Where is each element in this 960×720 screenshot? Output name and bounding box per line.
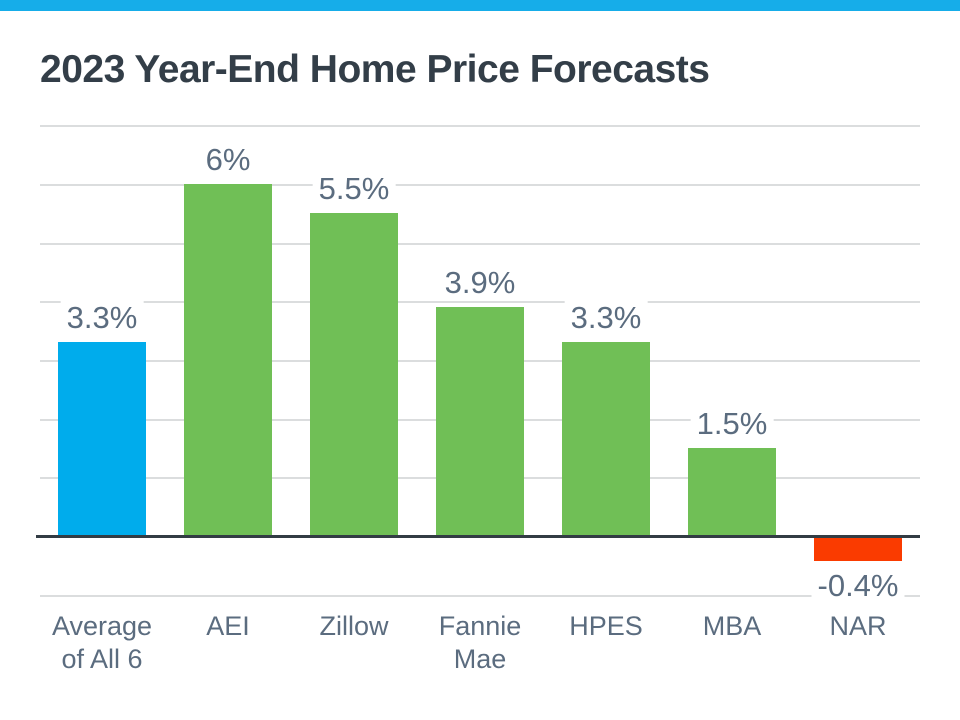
value-label-fannie-mae: 3.9% <box>438 265 522 301</box>
gridline-6pct <box>40 184 920 186</box>
value-label-zillow: 5.5% <box>312 171 396 207</box>
gridline--1pct <box>40 595 920 597</box>
gridline-5pct <box>40 243 920 245</box>
x-axis-line <box>36 535 920 538</box>
bar-zillow <box>310 213 398 538</box>
bar-nar <box>814 538 902 561</box>
value-label-mba: 1.5% <box>690 406 774 442</box>
gridline-4pct <box>40 301 920 303</box>
brand-accent-bar <box>0 0 960 11</box>
category-label-aei: AEI <box>206 611 250 641</box>
category-label-fannie-mae: Fannie Mae <box>438 611 522 674</box>
value-label-average-of-all-6: 3.3% <box>60 300 144 336</box>
bar-aei <box>184 184 272 538</box>
category-label-mba: MBA <box>702 611 762 641</box>
category-label-zillow: Zillow <box>319 611 389 641</box>
category-label-hpes: HPES <box>569 611 643 641</box>
category-label-nar: NAR <box>829 611 887 641</box>
value-label-hpes: 3.3% <box>564 300 648 336</box>
bar-hpes <box>562 342 650 538</box>
bar-mba <box>688 448 776 538</box>
bar-fannie-mae <box>436 307 524 538</box>
bar-average-of-all-6 <box>58 342 146 538</box>
gridline-7pct <box>40 125 920 127</box>
value-label-aei: 6% <box>199 142 257 178</box>
chart-title: 2023 Year-End Home Price Forecasts <box>40 48 710 91</box>
value-label-nar: -0.4% <box>811 568 905 604</box>
category-label-average-of-all-6: Average of All 6 <box>51 611 153 674</box>
